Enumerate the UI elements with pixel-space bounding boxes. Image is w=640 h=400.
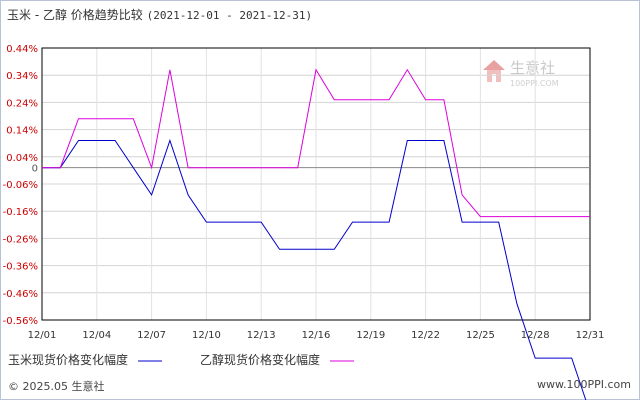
- chart-title-text: 玉米 - 乙醇 价格趋势比较: [7, 8, 143, 22]
- footer-site-link[interactable]: www.100PPI.com: [537, 378, 631, 391]
- x-tick-label: 12/01: [28, 330, 57, 341]
- y-tick-label: -0.36%: [3, 262, 38, 273]
- plot-border: [41, 47, 591, 321]
- y-tick-label: -0.06%: [3, 180, 38, 191]
- x-tick-label: 12/28: [521, 330, 550, 341]
- x-tick-label: 12/13: [247, 330, 276, 341]
- y-tick-label: -0.26%: [3, 234, 38, 245]
- x-tick-label: 12/16: [302, 330, 331, 341]
- legend-swatch-corn: [137, 360, 162, 361]
- x-tick-label: 12/07: [137, 330, 166, 341]
- watermark-name: 生意社: [510, 59, 555, 77]
- legend-item-ethanol: 乙醇现货价格变化幅度: [200, 351, 360, 368]
- x-tick-label: 12/25: [466, 330, 495, 341]
- series-line-ethanol: [42, 68, 590, 218]
- chart-grid: [41, 47, 591, 321]
- y-tick-label: 0.04%: [6, 153, 38, 164]
- y-tick-label: 0.24%: [6, 98, 38, 109]
- y-tick-label: -0.16%: [3, 207, 38, 218]
- x-tick-label: 12/10: [192, 330, 221, 341]
- footer-copyright: © 2025.05 生意社: [8, 380, 105, 393]
- chart-date-range: (2021-12-01 - 2021-12-31): [146, 9, 313, 22]
- y-tick-label: -0.46%: [3, 289, 38, 300]
- y-tick-label: 0.34%: [6, 71, 38, 82]
- house-icon: [483, 60, 505, 82]
- legend-swatch-ethanol: [329, 360, 354, 361]
- y-tick-label: 0: [32, 164, 38, 175]
- chart-title: 玉米 - 乙醇 价格趋势比较 (2021-12-01 - 2021-12-31): [7, 6, 312, 23]
- y-tick-labels: 0.44% 0.34% 0.24% 0.14% 0.04%0 -0.06% -0.16% -0…: [3, 44, 38, 327]
- watermark-logo: 生意社 100PPI.COM: [480, 56, 576, 94]
- x-tick-labels: 12/01 12/04 12/07 12/10 12/13 12/16 12/19 12/22…: [28, 330, 605, 341]
- series-lines: [42, 68, 590, 400]
- y-tick-label: -0.56%: [3, 316, 38, 327]
- legend-label-corn: 玉米现货价格变化幅度: [8, 353, 129, 367]
- x-tick-label: 12/22: [411, 330, 440, 341]
- x-tick-label: 12/04: [82, 330, 111, 341]
- watermark-url: 100PPI.COM: [510, 79, 559, 88]
- x-tick-label: 12/19: [356, 330, 385, 341]
- series-line-corn: [42, 138, 587, 400]
- y-tick-label: 0.44%: [6, 44, 38, 55]
- x-tick-label: 12/31: [576, 330, 605, 341]
- y-tick-label: 0.14%: [6, 126, 38, 137]
- legend-label-ethanol: 乙醇现货价格变化幅度: [200, 353, 321, 367]
- legend-item-corn: 玉米现货价格变化幅度: [8, 351, 168, 368]
